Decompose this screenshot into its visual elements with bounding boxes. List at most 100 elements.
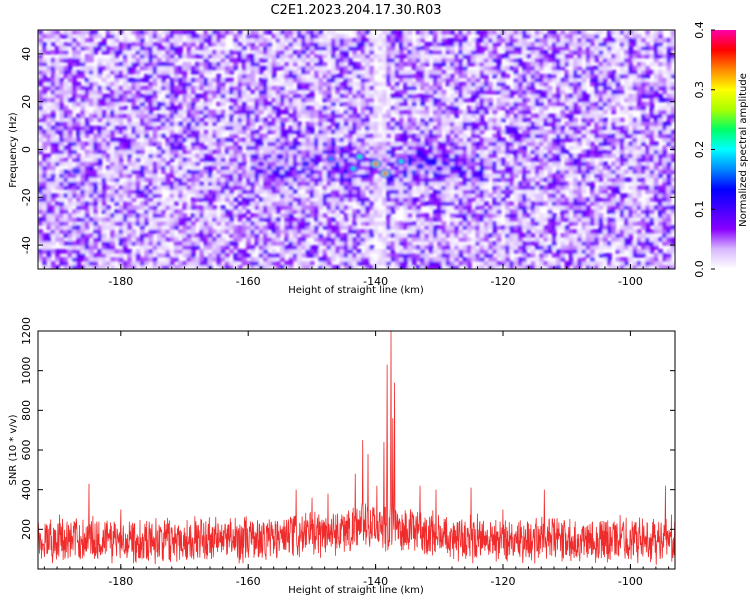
heatmap-cell: [122, 173, 128, 178]
heatmap-cell: [449, 185, 455, 190]
heatmap-cell: [165, 125, 171, 131]
heatmap-cell: [88, 45, 94, 51]
heatmap-cell: [38, 49, 43, 55]
heatmap-cell: [67, 77, 73, 83]
heatmap-cell: [314, 113, 319, 119]
heatmap-cell: [458, 73, 464, 79]
heatmap-cell: [314, 41, 319, 47]
heatmap-cell: [127, 149, 133, 155]
heatmap-cell: [364, 53, 370, 59]
heatmap-cell: [275, 161, 281, 167]
heatmap-cell: [437, 209, 443, 214]
heatmap-cell: [97, 229, 103, 234]
heatmap-cell: [135, 133, 141, 139]
heatmap-cell: [148, 81, 154, 87]
heatmap-cell: [428, 85, 434, 91]
heatmap-cell: [301, 133, 307, 139]
heatmap-cell: [364, 113, 370, 119]
heatmap-cell: [411, 133, 417, 139]
heatmap-cell: [454, 185, 460, 190]
heatmap-cell: [314, 121, 319, 127]
heatmap-cell: [46, 69, 52, 75]
heatmap-cell: [84, 169, 90, 174]
heatmap-cell: [246, 185, 251, 190]
heatmap-cell: [364, 165, 370, 171]
heatmap-cell: [156, 225, 162, 230]
heatmap-cell: [322, 97, 328, 103]
heatmap-cell: [254, 65, 260, 71]
heatmap-cell: [437, 41, 443, 47]
heatmap-cell: [131, 221, 137, 226]
heatmap-cell: [156, 189, 162, 194]
heatmap-cell: [246, 121, 251, 127]
heatmap-cell: [122, 53, 128, 59]
heatmap-cell: [305, 65, 311, 71]
heatmap-cell: [314, 217, 319, 222]
heatmap-cell: [250, 257, 256, 262]
heatmap-cell: [229, 109, 234, 115]
heatmap-cell: [475, 229, 481, 234]
heatmap-cell: [432, 65, 438, 71]
heatmap-cell: [38, 89, 43, 95]
heatmap-cell: [466, 89, 472, 95]
heatmap-cell: [182, 109, 188, 115]
heatmap-cell: [301, 85, 307, 91]
heatmap-cell: [364, 185, 370, 190]
heatmap-cell: [207, 61, 213, 67]
heatmap-cell: [449, 233, 455, 238]
heatmap-cell: [101, 49, 107, 55]
heatmap-cell: [475, 193, 481, 198]
heatmap-cell: [199, 141, 205, 147]
heatmap-cell: [122, 209, 128, 214]
heatmap-cell: [118, 241, 124, 246]
heatmap-cell: [148, 49, 154, 55]
heatmap-cell: [59, 257, 65, 262]
heatmap-cell: [305, 253, 311, 258]
heatmap-cell: [267, 181, 273, 186]
heatmap-cell: [50, 137, 56, 143]
heatmap-cell: [233, 117, 239, 123]
heatmap-cell: [54, 81, 60, 87]
heatmap-cell: [67, 125, 73, 131]
heatmap-cell: [224, 245, 230, 250]
heatmap-cell: [161, 157, 166, 163]
heatmap-cell: [407, 233, 413, 238]
heatmap-cell: [144, 201, 150, 206]
heatmap-cell: [76, 253, 82, 258]
heatmap-cell: [182, 85, 188, 91]
heatmap-cell: [144, 209, 150, 214]
heatmap-cell: [237, 253, 243, 258]
heatmap-cell: [237, 225, 243, 230]
heatmap-cell: [428, 201, 434, 206]
heatmap-cell: [110, 165, 116, 171]
heatmap-cell: [275, 217, 281, 222]
heatmap-cell: [343, 125, 349, 131]
heatmap-cell: [373, 205, 379, 210]
heatmap-cell: [398, 77, 404, 83]
heatmap-cell: [263, 173, 268, 178]
heatmap-cell: [381, 257, 387, 262]
heatmap-cell: [105, 261, 111, 266]
heatmap-cell: [127, 109, 133, 115]
heatmap-cell: [288, 169, 294, 174]
heatmap-cell: [466, 69, 472, 75]
heatmap-cell: [190, 257, 196, 262]
heatmap-cell: [475, 249, 481, 254]
heatmap-cell: [38, 193, 43, 198]
heatmap-cell: [309, 37, 315, 43]
heatmap-cell: [458, 37, 464, 43]
heatmap-cell: [394, 93, 400, 99]
heatmap-cell: [271, 85, 277, 91]
heatmap-cell: [394, 153, 400, 159]
heatmap-cell: [360, 141, 366, 147]
heatmap-cell: [309, 89, 315, 95]
heatmap-cell: [263, 249, 268, 254]
heatmap-cell: [326, 217, 332, 222]
heatmap-cell: [212, 93, 217, 99]
heatmap-cell: [381, 97, 387, 103]
heatmap-cell: [403, 241, 409, 246]
heatmap-cell: [165, 49, 171, 55]
heatmap-cell: [390, 177, 396, 182]
heatmap-cell: [415, 57, 421, 63]
heatmap-cell: [220, 169, 226, 174]
